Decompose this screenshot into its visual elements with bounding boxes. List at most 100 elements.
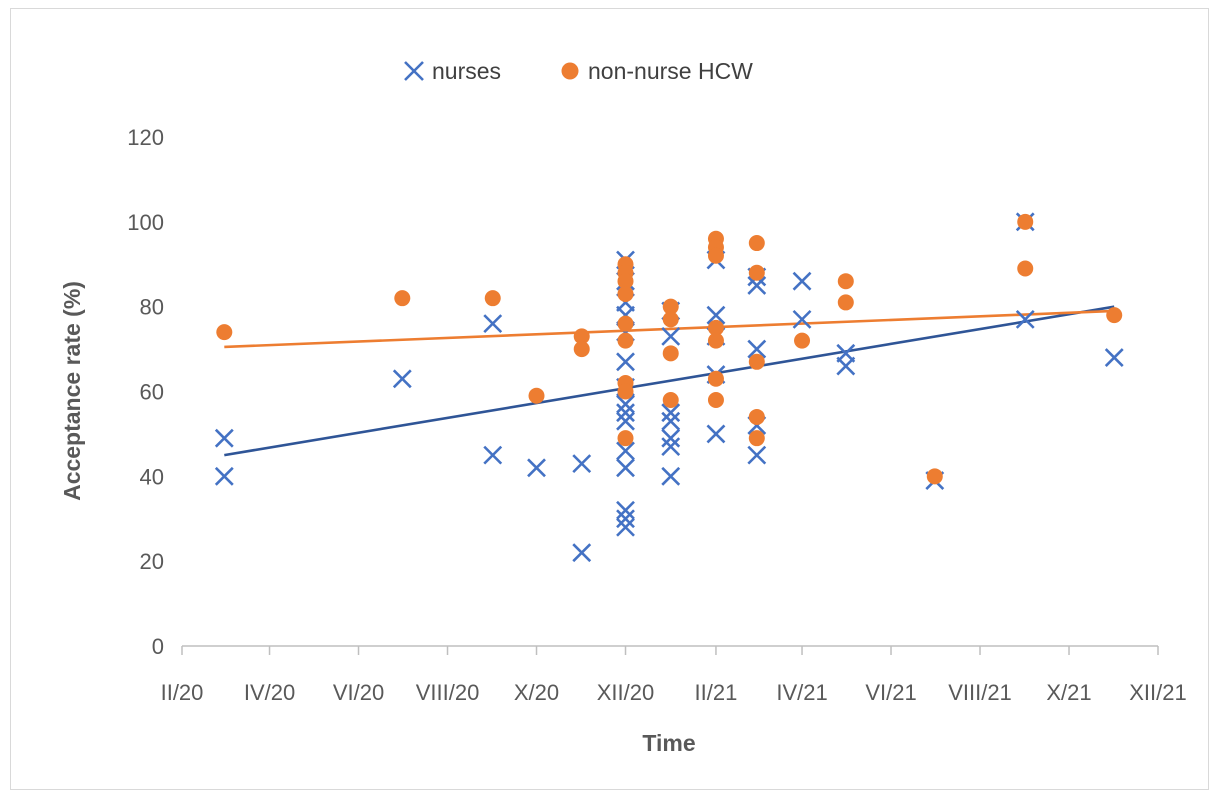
data-point-non-nurse-hcw [748,353,765,370]
x-tick-label: VIII/21 [948,680,1012,705]
legend-item-nurses: nurses [404,58,501,84]
data-point-nurses [616,509,635,529]
legend-item-non-nurse-hcw: non-nurse HCW [561,58,753,84]
x-tick-label: II/21 [695,680,738,705]
data-point-nurses [706,424,726,444]
legend-marker-nurses [404,61,424,81]
x-tick-label: X/20 [514,680,559,705]
data-point-non-nurse-hcw [394,290,411,307]
data-point-non-nurse-hcw [484,290,501,307]
y-tick-label: 100 [127,210,164,235]
x-tick-label: X/21 [1046,680,1091,705]
data-point-non-nurse-hcw [662,298,679,315]
data-point-non-nurse-hcw [617,332,634,349]
x-tick-label: II/20 [161,680,204,705]
data-point-non-nurse-hcw [662,391,679,408]
data-point-non-nurse-hcw [662,345,679,362]
data-point-nurses [616,500,635,520]
data-point-non-nurse-hcw [1017,260,1034,277]
y-tick-label: 60 [140,380,164,405]
data-point-nurses [527,458,546,478]
legend: nurses non-nurse HCW [404,58,753,84]
data-point-nurses [483,445,503,465]
data-point-non-nurse-hcw [617,285,634,302]
data-point-non-nurse-hcw [794,332,811,349]
y-tick-label: 120 [127,125,164,150]
trendlines [224,305,1115,457]
data-point-nurses [392,369,412,389]
x-tick-label: VI/20 [333,680,384,705]
data-point-nurses [836,356,856,376]
series-nurses [214,212,1124,563]
y-tick-label: 0 [152,634,164,659]
data-point-non-nurse-hcw [707,319,724,336]
x-tick-label: IV/20 [244,680,295,705]
x-tick-label: VIII/20 [416,680,480,705]
data-point-non-nurse-hcw [216,324,233,341]
x-axis-ticks: II/20 IV/20 VI/20 VIII/20 X/20 XII/20 II/21 IV/… [161,646,1187,705]
data-point-non-nurse-hcw [617,273,634,290]
data-point-nurses [661,466,681,486]
data-point-nurses [747,276,767,295]
x-tick-label: XII/20 [597,680,654,705]
y-axis-title: Acceptance rate (%) [59,281,85,501]
data-point-non-nurse-hcw [528,387,545,404]
data-point-non-nurse-hcw [837,273,854,290]
data-point-non-nurse-hcw [707,370,724,387]
data-point-non-nurse-hcw [573,328,590,345]
y-axis-ticks: 0 20 40 60 80 100 120 [127,125,164,659]
data-point-nurses [747,445,767,465]
data-point-nurses [616,352,635,372]
legend-x-marker [404,61,424,81]
data-point-nurses [572,543,592,563]
data-point-nurses [661,326,681,346]
trendline-non-nurse-hcw [224,309,1115,349]
series-non-nurse-hcw [216,213,1123,485]
data-point-nurses [706,305,726,325]
data-point-nurses [572,454,592,474]
data-point-nurses [1104,348,1124,367]
y-tick-label: 20 [140,549,164,574]
data-point-nurses [616,441,635,461]
legend-label-non-nurse-hcw: non-nurse HCW [588,58,753,84]
data-point-nurses [792,309,812,329]
data-point-nurses [214,428,234,448]
data-point-non-nurse-hcw [617,383,634,400]
legend-label-nurses: nurses [432,58,501,84]
data-point-nurses [616,394,635,414]
data-point-nurses [661,437,681,457]
data-point-non-nurse-hcw [837,294,854,311]
data-point-nurses [616,517,635,537]
x-axis-title: Time [642,730,695,756]
data-point-nurses [661,403,681,423]
x-tick-label: IV/21 [776,680,827,705]
legend-marker-non-nurse-hcw [561,62,579,80]
data-point-non-nurse-hcw [748,264,765,281]
trendline-nurses [224,305,1115,457]
data-point-non-nurse-hcw [748,408,765,425]
x-tick-label: XII/21 [1129,680,1186,705]
data-point-nurses [661,411,681,431]
x-tick-label: VI/21 [865,680,916,705]
data-point-nurses [616,458,635,478]
data-point-non-nurse-hcw [1017,213,1034,230]
data-point-non-nurse-hcw [617,315,634,332]
data-point-non-nurse-hcw [707,391,724,408]
data-point-non-nurse-hcw [707,332,724,349]
y-tick-label: 40 [140,464,164,489]
data-point-non-nurse-hcw [926,468,943,485]
data-point-nurses [792,271,812,291]
data-point-non-nurse-hcw [707,247,724,264]
y-tick-label: 80 [140,295,164,320]
data-point-non-nurse-hcw [662,311,679,328]
data-points [214,212,1124,563]
data-point-nurses [1015,309,1035,329]
data-point-nurses [747,339,767,359]
data-point-non-nurse-hcw [748,430,765,447]
chart-frame [10,8,1209,790]
data-point-non-nurse-hcw [573,341,590,358]
data-point-non-nurse-hcw [617,430,634,447]
legend-dot-marker [561,62,579,80]
data-point-non-nurse-hcw [748,235,765,252]
